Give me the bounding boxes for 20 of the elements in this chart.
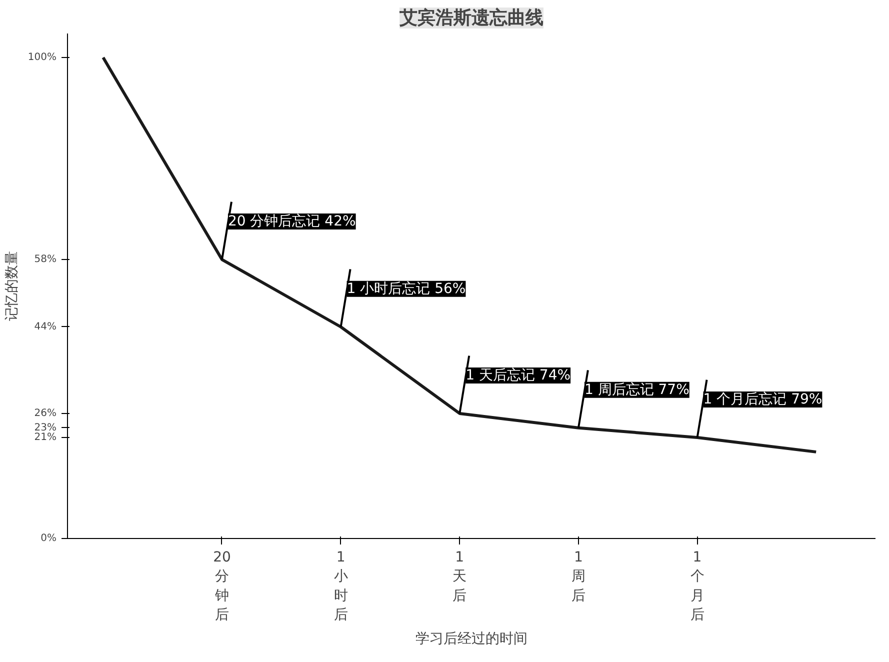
x-tick-label: 1个月后: [690, 550, 704, 624]
y-tick-label: 23%: [34, 422, 57, 434]
annotation: 1 周后忘记 77%: [584, 380, 690, 398]
y-tick-label: 58%: [34, 254, 57, 266]
y-tick-label: 0%: [40, 533, 57, 544]
x-tick-label: 20分钟后: [213, 550, 231, 624]
annotation: 1 天后忘记 74%: [466, 366, 571, 384]
annotation: 20 分钟后忘记 42%: [228, 212, 356, 230]
annotation: 1 个月后忘记 79%: [703, 390, 822, 408]
x-tick-label: 1周后: [571, 550, 586, 604]
y-tick-label: 100%: [28, 52, 57, 64]
x-tick-label: 1小时后: [334, 550, 348, 624]
y-tick-label: 21%: [34, 432, 57, 443]
annotation: 1 小时后忘记 56%: [346, 280, 466, 297]
y-tick-label: 26%: [34, 408, 57, 419]
y-tick-label: 44%: [34, 321, 57, 332]
chart-title: 艾宾浩斯遗忘曲线: [398, 8, 544, 28]
x-tick-label: 1天后: [452, 550, 467, 604]
x-axis-title: 学习后经过的时间: [416, 631, 528, 648]
y-axis-title: 记忆的数量: [4, 251, 20, 321]
